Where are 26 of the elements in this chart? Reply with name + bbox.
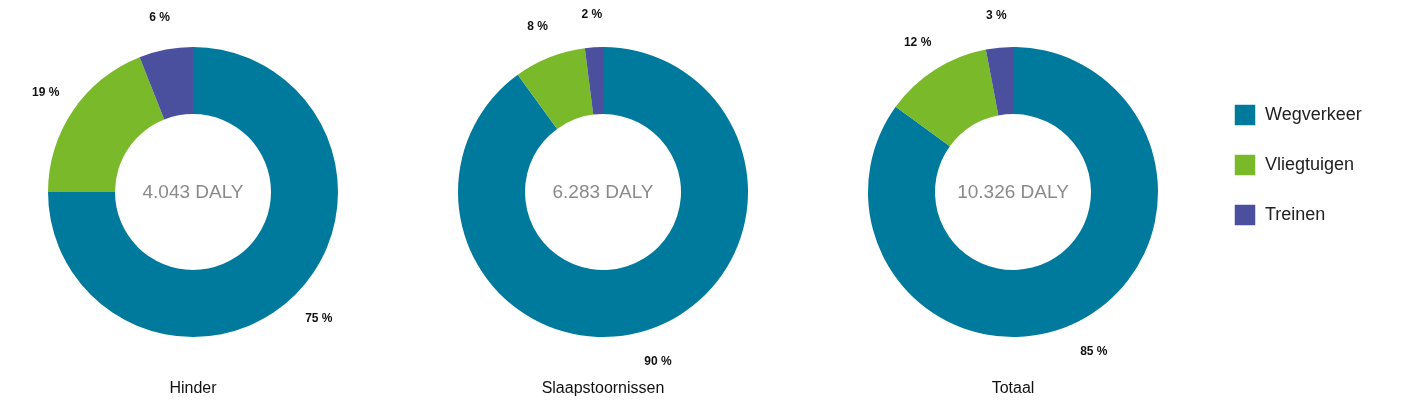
donut-slice [139,47,193,120]
text: Totaal [991,379,1035,396]
legend-label: Wegverkeer [1265,104,1362,124]
data-label: 19 % [32,84,60,99]
donut-slice [458,47,748,337]
text: 4.043 DALY [142,181,244,202]
text: 6.283 DALY [552,181,654,202]
data-label: 90 % [644,354,673,369]
data-label: 12 % [903,34,932,49]
text: Slaapstoornissen [541,379,665,396]
donut-slice [985,47,1013,116]
data-label: 75 % [305,310,333,325]
donut-slice [584,47,603,115]
legend-label: Treinen [1265,204,1326,224]
data-label: 6 % [149,10,171,25]
donut-slice [48,47,338,337]
donut-slice [868,47,1158,337]
donut-slice [517,48,594,129]
data-label: 8 % [527,19,549,34]
donut-slice [895,49,999,147]
legend-label: Vliegtuigen [1265,154,1355,174]
text: Hinder [169,379,218,396]
data-label: 85 % [1080,343,1108,358]
text: 10.326 DALY [957,181,1070,202]
data-label: 2 % [581,7,603,22]
data-label: 3 % [985,7,1007,22]
